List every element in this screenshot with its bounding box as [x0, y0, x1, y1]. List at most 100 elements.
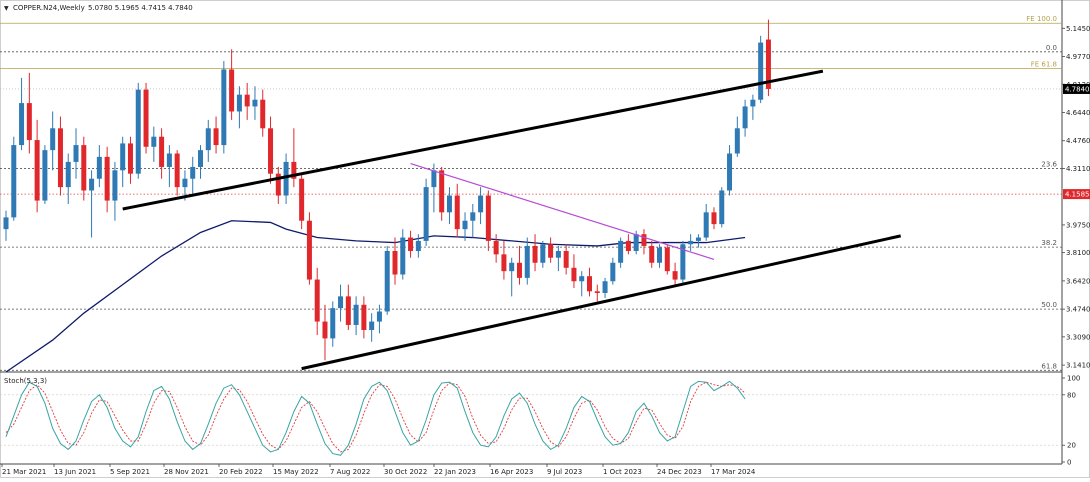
candle-down: [34, 140, 40, 201]
candle-down: [672, 271, 678, 280]
candle-down: [454, 195, 460, 230]
candle-up: [353, 304, 359, 325]
time-tick-label: 20 Feb 2022: [219, 468, 263, 476]
current-price-badge: [1063, 83, 1090, 94]
price-tick-label: 4.6440: [1066, 109, 1090, 117]
candle-up: [166, 153, 172, 167]
candle-up: [96, 156, 102, 179]
time-tick-label: 15 May 2022: [273, 468, 319, 476]
price-tick-label: 4.4760: [1066, 137, 1090, 145]
price-tick-label: 3.3090: [1066, 333, 1090, 341]
candle-down: [57, 128, 63, 188]
candle-up: [680, 244, 686, 280]
time-tick-label: 5 Sep 2021: [110, 468, 150, 476]
candle-up: [742, 106, 748, 129]
stoch-tick-label: 0: [1067, 459, 1071, 467]
candle-down: [532, 245, 538, 263]
price-tick-label: 3.1410: [1066, 362, 1090, 370]
price-tick-label: 3.9750: [1066, 221, 1090, 229]
time-tick-label: 1 Oct 2023: [603, 468, 642, 476]
candle-down: [345, 296, 351, 325]
stoch-signal-line: [5, 381, 746, 453]
time-tick-label: 28 Nov 2021: [164, 468, 209, 476]
candle-down: [104, 156, 110, 201]
candle-up: [688, 240, 694, 245]
candle-up: [610, 262, 616, 282]
level-label: 50.0: [1041, 301, 1057, 309]
candle-up: [579, 276, 585, 282]
candle-down: [664, 247, 670, 272]
candle-up: [695, 237, 701, 241]
candle-down: [322, 321, 328, 339]
candle-up: [384, 250, 390, 312]
candle-up: [446, 195, 452, 213]
price-tick-label: 3.4740: [1066, 306, 1090, 314]
candle-down: [127, 143, 133, 174]
time-tick-label: 16 Apr 2023: [490, 468, 533, 476]
candle-up: [112, 170, 118, 201]
purple-trendline: [410, 163, 715, 260]
candle-up: [338, 296, 344, 309]
candle-down: [548, 244, 554, 258]
symbol-dropdown-icon[interactable]: ▼: [4, 5, 9, 12]
candle-up: [11, 145, 17, 218]
candle-down: [81, 145, 87, 191]
candle-up: [540, 244, 546, 263]
red-level-label: 4.1585: [1065, 191, 1090, 199]
candle-down: [649, 245, 655, 263]
candle-up: [182, 178, 188, 188]
channel-lower-line: [301, 234, 902, 371]
candle-down: [765, 39, 771, 89]
candle-up: [618, 240, 624, 263]
candle-down: [314, 279, 320, 322]
candle-up: [602, 281, 608, 294]
candle-down: [268, 128, 274, 174]
time-tick-label: 24 Dec 2023: [657, 468, 702, 476]
candle-up: [42, 150, 48, 201]
candle-up: [657, 247, 663, 263]
time-tick-label: 7 Aug 2022: [330, 468, 370, 476]
candle-up: [509, 262, 515, 272]
candle-up: [120, 143, 126, 171]
candle-down: [711, 212, 717, 225]
level-label: 23.6: [1041, 160, 1057, 168]
candle-up: [400, 237, 406, 275]
candle-up: [198, 150, 203, 167]
candle-up: [369, 321, 375, 330]
candle-down: [260, 99, 266, 129]
candle-down: [563, 250, 569, 268]
chart-ohlc: 5.0780 5.1965 4.7415 4.7840: [88, 4, 193, 12]
candle-down: [361, 304, 367, 330]
stoch-tick-label: 100: [1067, 375, 1080, 383]
moving-average-line: [5, 220, 746, 373]
level-label: FE 61.8: [1031, 61, 1057, 69]
candle-up: [65, 161, 71, 188]
candle-up: [727, 153, 733, 191]
candle-up: [423, 187, 429, 241]
stoch-tick-label: 20: [1067, 442, 1076, 450]
time-tick-label: 17 Mar 2024: [711, 468, 756, 476]
candle-up: [470, 212, 476, 221]
candle-down: [159, 136, 165, 167]
candle-up: [73, 145, 79, 162]
candle-up: [431, 170, 437, 188]
candle-down: [299, 178, 305, 221]
candle-down: [174, 153, 180, 188]
candle-up: [89, 178, 95, 191]
current-price-label: 4.7840: [1065, 85, 1090, 93]
candle-down: [291, 161, 297, 179]
candle-up: [3, 217, 9, 230]
candle-up: [703, 212, 709, 238]
candle-up: [190, 166, 196, 179]
red-level-badge: [1063, 189, 1090, 200]
price-tick-label: 3.6420: [1066, 277, 1090, 285]
candle-down: [229, 69, 235, 112]
candle-down: [516, 262, 522, 278]
candle-down: [392, 250, 398, 275]
candle-down: [213, 128, 219, 146]
price-tick-label: 3.8100: [1066, 249, 1090, 257]
candle-up: [462, 220, 468, 230]
candle-down: [501, 254, 507, 272]
stoch-label: Stoch(5,3,3): [4, 377, 47, 385]
